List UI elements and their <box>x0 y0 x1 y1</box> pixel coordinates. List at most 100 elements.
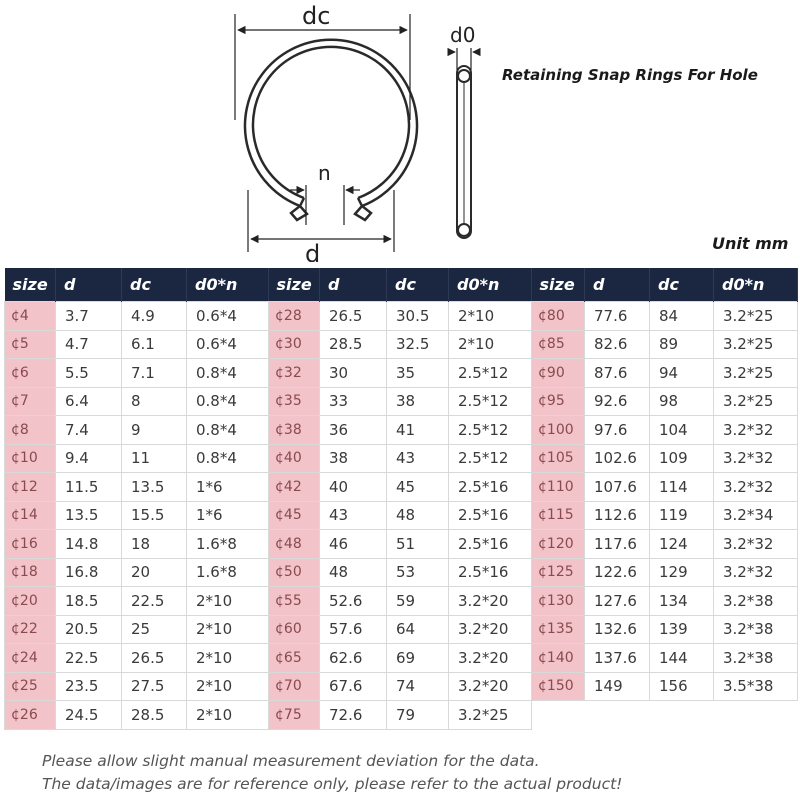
table-row: ¢16 14.8 18 1.6*8 <box>4 529 269 559</box>
dc-cell: 53 <box>386 557 449 587</box>
dc-cell: 32.5 <box>386 329 449 359</box>
dc-cell: 109 <box>649 443 714 473</box>
d0n-cell: 3.5*38 <box>713 671 798 701</box>
d-cell: 18.5 <box>55 586 122 616</box>
d-cell: 46 <box>319 529 387 559</box>
size-cell: ¢14 <box>4 500 56 530</box>
d-cell: 7.4 <box>55 415 122 445</box>
size-table-2: size d dc d0*n ¢28 26.5 30.5 2*10 ¢30 28.5 32.… <box>268 268 532 730</box>
d-cell: 62.6 <box>319 643 387 673</box>
table-row: ¢125 122.6 129 3.2*32 <box>531 557 798 587</box>
dc-cell: 119 <box>649 500 714 530</box>
d0n-cell: 2.5*16 <box>448 472 532 502</box>
table-row: ¢105 102.6 109 3.2*32 <box>531 443 798 473</box>
d0n-cell: 0.6*4 <box>186 329 269 359</box>
d-cell: 72.6 <box>319 700 387 730</box>
table-row: ¢65 62.6 69 3.2*20 <box>268 643 532 673</box>
d-cell: 43 <box>319 500 387 530</box>
d0n-cell: 3.2*25 <box>713 329 798 359</box>
dc-cell: 98 <box>649 386 714 416</box>
d0n-cell: 2*10 <box>186 700 269 730</box>
dc-cell: 8 <box>121 386 187 416</box>
table-row: ¢42 40 45 2.5*16 <box>268 472 532 502</box>
d0n-cell: 3.2*25 <box>713 301 798 331</box>
diagram-title: Retaining Snap Rings For Hole <box>502 66 758 84</box>
table-row: ¢38 36 41 2.5*12 <box>268 415 532 445</box>
dc-cell: 129 <box>649 557 714 587</box>
table-row: ¢85 82.6 89 3.2*25 <box>531 329 798 359</box>
d-cell: 48 <box>319 557 387 587</box>
size-cell: ¢90 <box>531 358 585 388</box>
table-row: ¢80 77.6 84 3.2*25 <box>531 301 798 331</box>
dc-cell: 144 <box>649 643 714 673</box>
table-row: ¢25 23.5 27.5 2*10 <box>4 671 269 701</box>
dc-cell: 7.1 <box>121 358 187 388</box>
d0n-cell: 3.2*32 <box>713 443 798 473</box>
table-row: ¢50 48 53 2.5*16 <box>268 557 532 587</box>
size-cell: ¢28 <box>268 301 320 331</box>
dc-cell: 104 <box>649 415 714 445</box>
size-cell: ¢30 <box>268 329 320 359</box>
table-row: ¢135 132.6 139 3.2*38 <box>531 614 798 644</box>
d0n-cell: 1*6 <box>186 472 269 502</box>
dc-cell: 134 <box>649 586 714 616</box>
size-cell: ¢80 <box>531 301 585 331</box>
table-row: ¢110 107.6 114 3.2*32 <box>531 472 798 502</box>
table-header-row: size d dc d0*n <box>531 268 798 302</box>
table-header-row: size d dc d0*n <box>268 268 532 302</box>
table-row: ¢6 5.5 7.1 0.8*4 <box>4 358 269 388</box>
d0n-cell: 3.2*32 <box>713 557 798 587</box>
table-header-row: size d dc d0*n <box>4 268 269 302</box>
d-cell: 38 <box>319 443 387 473</box>
d-cell: 102.6 <box>584 443 650 473</box>
d-cell: 40 <box>319 472 387 502</box>
header-size: size <box>268 268 320 302</box>
n-label: n <box>318 161 331 185</box>
d-cell: 9.4 <box>55 443 122 473</box>
d0n-cell: 2.5*16 <box>448 500 532 530</box>
size-cell: ¢75 <box>268 700 320 730</box>
table-row: ¢18 16.8 20 1.6*8 <box>4 557 269 587</box>
table-row: ¢115 112.6 119 3.2*34 <box>531 500 798 530</box>
d-cell: 13.5 <box>55 500 122 530</box>
d-cell: 28.5 <box>319 329 387 359</box>
table-row: ¢130 127.6 134 3.2*38 <box>531 586 798 616</box>
header-d: d <box>584 268 650 302</box>
table-row: ¢60 57.6 64 3.2*20 <box>268 614 532 644</box>
size-cell: ¢24 <box>4 643 56 673</box>
d-cell: 16.8 <box>55 557 122 587</box>
dc-cell: 45 <box>386 472 449 502</box>
d0n-cell: 2*10 <box>186 586 269 616</box>
size-cell: ¢140 <box>531 643 585 673</box>
d-cell: 20.5 <box>55 614 122 644</box>
d-cell: 122.6 <box>584 557 650 587</box>
size-cell: ¢130 <box>531 586 585 616</box>
size-cell: ¢16 <box>4 529 56 559</box>
table-row: ¢28 26.5 30.5 2*10 <box>268 301 532 331</box>
table-row: ¢20 18.5 22.5 2*10 <box>4 586 269 616</box>
d0n-cell: 3.2*25 <box>713 386 798 416</box>
d0n-cell: 0.8*4 <box>186 386 269 416</box>
size-cell: ¢5 <box>4 329 56 359</box>
table-row: ¢35 33 38 2.5*12 <box>268 386 532 416</box>
dc-cell: 84 <box>649 301 714 331</box>
size-cell: ¢55 <box>268 586 320 616</box>
size-cell: ¢6 <box>4 358 56 388</box>
table-row: ¢75 72.6 79 3.2*25 <box>268 700 532 730</box>
d0n-cell: 2.5*16 <box>448 557 532 587</box>
dc-cell: 69 <box>386 643 449 673</box>
d-cell: 24.5 <box>55 700 122 730</box>
table-row: ¢26 24.5 28.5 2*10 <box>4 700 269 730</box>
d-cell: 22.5 <box>55 643 122 673</box>
size-cell: ¢10 <box>4 443 56 473</box>
dc-cell: 9 <box>121 415 187 445</box>
d-cell: 14.8 <box>55 529 122 559</box>
disclaimer-line-2: The data/images are for reference only, … <box>42 775 623 793</box>
size-cell: ¢135 <box>531 614 585 644</box>
dc-cell: 48 <box>386 500 449 530</box>
dc-cell: 114 <box>649 472 714 502</box>
dc-cell: 79 <box>386 700 449 730</box>
size-cell: ¢35 <box>268 386 320 416</box>
dc-cell: 11 <box>121 443 187 473</box>
dc-cell: 4.9 <box>121 301 187 331</box>
